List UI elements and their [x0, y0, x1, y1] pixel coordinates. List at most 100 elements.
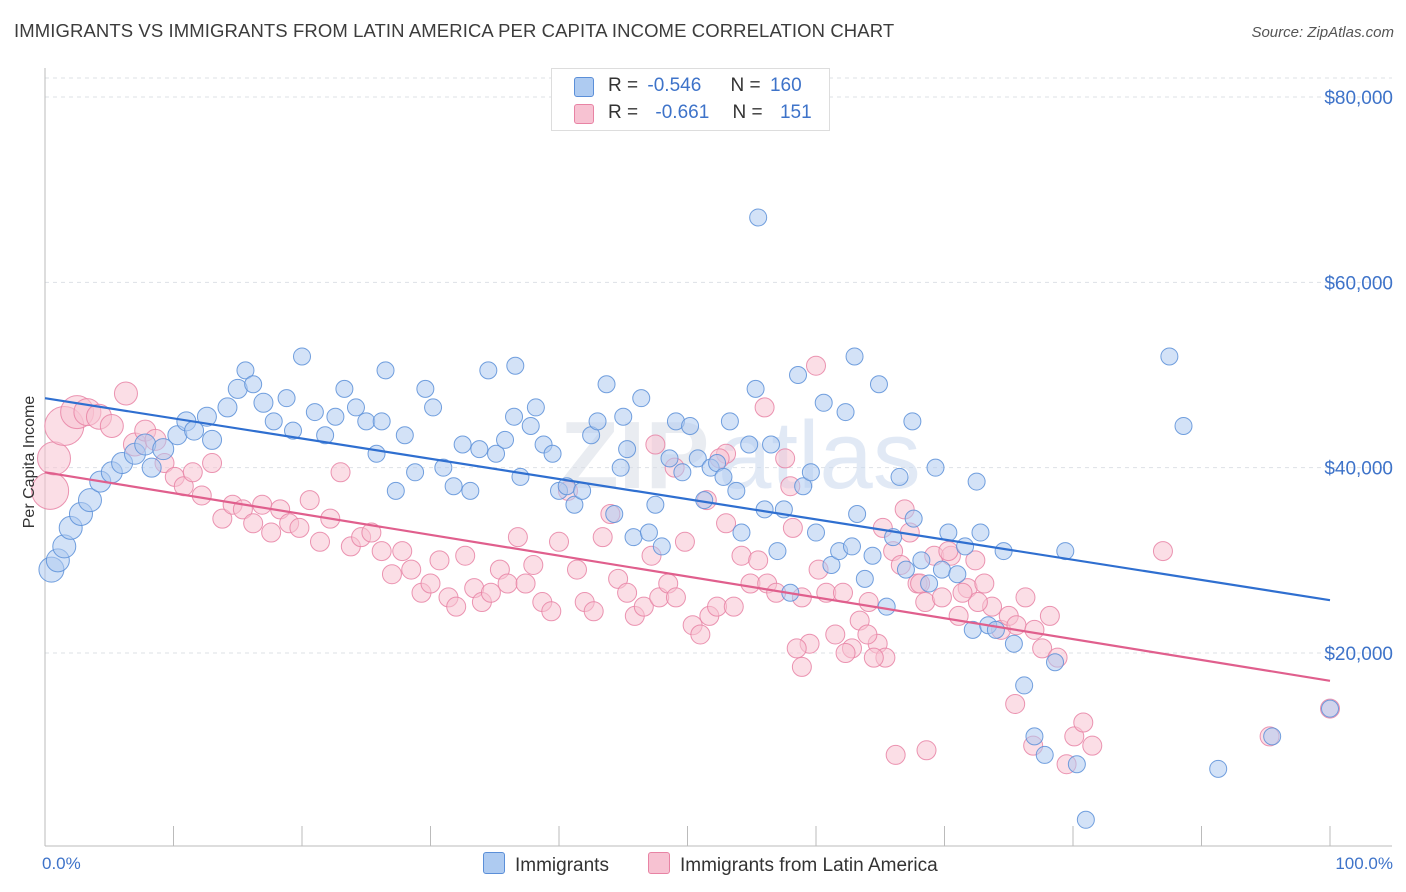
data-point [549, 531, 569, 552]
data-point [566, 559, 587, 580]
data-point [330, 462, 351, 483]
data-point [1067, 755, 1086, 774]
data-point [1035, 745, 1054, 764]
data-point [202, 453, 223, 474]
data-point [754, 397, 775, 418]
y-tick-label: $60,000 [1324, 273, 1393, 294]
data-point [309, 531, 330, 552]
data-point [386, 481, 405, 500]
data-point [931, 587, 952, 608]
data-point [1015, 676, 1034, 695]
data-point [967, 472, 986, 491]
data-point [825, 624, 846, 645]
data-point [1025, 727, 1044, 746]
data-point [244, 375, 263, 394]
data-point [424, 398, 443, 417]
data-point [77, 488, 102, 513]
data-point [956, 537, 975, 556]
data-point [1032, 638, 1053, 659]
data-point [857, 624, 878, 645]
legend-r-value: -0.661 [655, 102, 710, 123]
data-point [1263, 727, 1282, 746]
data-point [618, 440, 637, 459]
data-point [420, 573, 441, 594]
data-point [152, 438, 175, 461]
data-point [646, 495, 665, 514]
data-point [926, 458, 945, 477]
data-point [1073, 712, 1094, 733]
data-point [740, 573, 761, 594]
data-point [748, 550, 769, 571]
data-point [588, 412, 607, 431]
data-point [965, 550, 986, 571]
data-point [446, 596, 467, 617]
data-point [1064, 726, 1085, 747]
data-point [869, 375, 888, 394]
data-point [652, 537, 671, 556]
data-point [835, 643, 856, 663]
data-point [863, 647, 884, 668]
data-point [565, 495, 584, 514]
data-point [707, 596, 728, 617]
data-point [99, 413, 124, 438]
data-point [479, 361, 498, 380]
data-point [720, 412, 739, 431]
data-point [789, 366, 808, 384]
data-point [261, 522, 282, 543]
data-point [392, 541, 413, 562]
data-point [639, 523, 658, 542]
data-point [401, 559, 422, 580]
data-point [877, 597, 896, 616]
data-point [716, 513, 737, 534]
correlation-legend: R = -0.546 N = 160 R = -0.661 N = 151 [551, 68, 830, 131]
data-point [507, 527, 528, 548]
data-point [912, 551, 931, 570]
data-point [786, 638, 807, 659]
data-point [264, 412, 283, 431]
data-point [496, 430, 515, 449]
data-point [948, 565, 967, 584]
data-point [665, 587, 686, 608]
data-point [543, 444, 562, 463]
data-point [526, 398, 545, 417]
legend-n-value: 151 [779, 102, 812, 123]
data-point [429, 550, 450, 571]
data-point [372, 412, 391, 431]
data-point [361, 522, 382, 543]
data-point [842, 537, 861, 556]
data-point [1160, 347, 1179, 366]
data-point [727, 481, 746, 500]
data-point [252, 494, 273, 515]
data-point [506, 356, 525, 375]
data-point [305, 403, 324, 422]
data-point [605, 505, 624, 523]
data-point [1024, 619, 1045, 640]
trend-line-immigrants [44, 397, 1331, 602]
data-point [845, 347, 864, 366]
data-point [714, 467, 733, 486]
data-point [113, 381, 138, 406]
data-point [782, 517, 803, 538]
data-point [624, 528, 643, 547]
data-point [299, 490, 320, 511]
source-credit: Source: ZipAtlas.com [1251, 24, 1394, 41]
data-point [541, 601, 562, 622]
data-point [723, 596, 744, 617]
data-point [487, 444, 506, 463]
data-point [453, 435, 472, 454]
y-tick-label: $80,000 [1324, 88, 1393, 109]
data-point [801, 463, 820, 482]
data-point [253, 392, 274, 413]
data-point [986, 620, 1005, 639]
data-point [455, 545, 476, 566]
data-point [196, 406, 217, 427]
data-point [416, 379, 435, 398]
data-point [326, 407, 345, 426]
data-point [335, 379, 354, 398]
data-point [938, 541, 959, 562]
data-point [632, 389, 651, 408]
data-point [521, 416, 540, 435]
data-point [932, 560, 951, 579]
data-point [1076, 810, 1095, 829]
data-point [497, 573, 518, 594]
